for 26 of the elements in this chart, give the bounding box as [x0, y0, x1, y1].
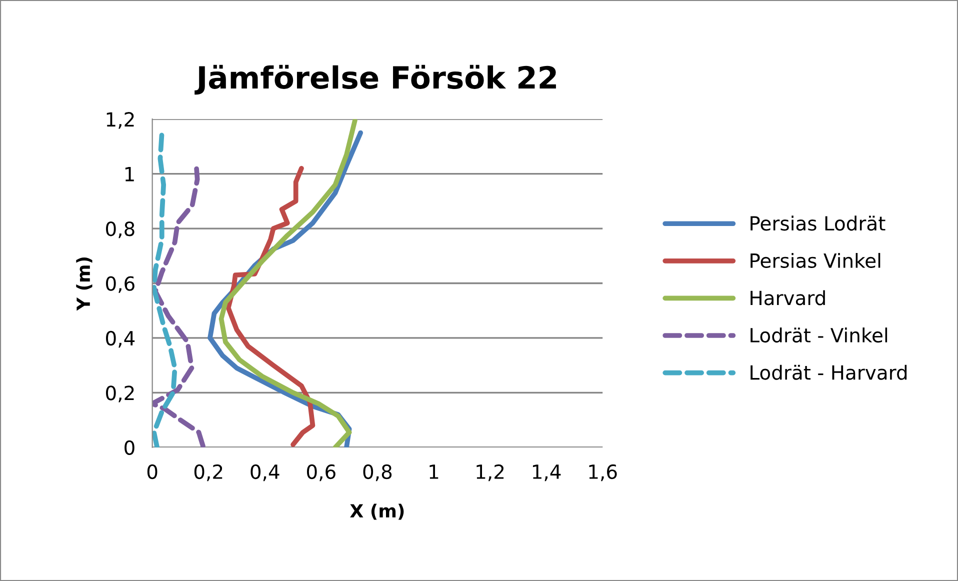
y-tick-label: 0,6	[106, 276, 134, 293]
x-tick-label: 1,6	[589, 464, 617, 482]
y-tick-label: 1	[125, 167, 134, 182]
x-tick-label: 0,4	[250, 464, 280, 482]
x-tick-label: 1,2	[476, 464, 504, 482]
y-tick-label: 0,4	[106, 330, 135, 348]
legend-label: Persias Vinkel	[750, 252, 880, 268]
chart-title: Jämförelse Försök 22	[194, 64, 556, 95]
x-tick-label: 1	[430, 464, 438, 479]
y-tick-label: 0	[124, 440, 134, 456]
x-tick-label: 0,8	[363, 464, 392, 482]
x-tick-label: 0,6	[306, 464, 336, 482]
legend-label: Lodrät - Harvard	[750, 364, 907, 380]
x-tick-label: 1,4	[532, 464, 561, 482]
line-series	[152, 166, 206, 448]
x-axis-title: X (m)	[350, 504, 404, 520]
y-axis-title: Y (m)	[76, 257, 92, 311]
legend-label: Persias Lodrät	[750, 216, 886, 231]
legend-label: Lodrät - Vinkel	[750, 328, 888, 343]
line-series	[152, 130, 178, 448]
legend-label: Harvard	[750, 290, 825, 306]
y-tick-label: 0,2	[106, 386, 134, 402]
x-tick-label: 0	[147, 464, 158, 480]
x-tick-label: 0,2	[194, 464, 222, 482]
y-tick-label: 1,2	[106, 112, 134, 129]
y-tick-label: 0,8	[106, 221, 134, 238]
